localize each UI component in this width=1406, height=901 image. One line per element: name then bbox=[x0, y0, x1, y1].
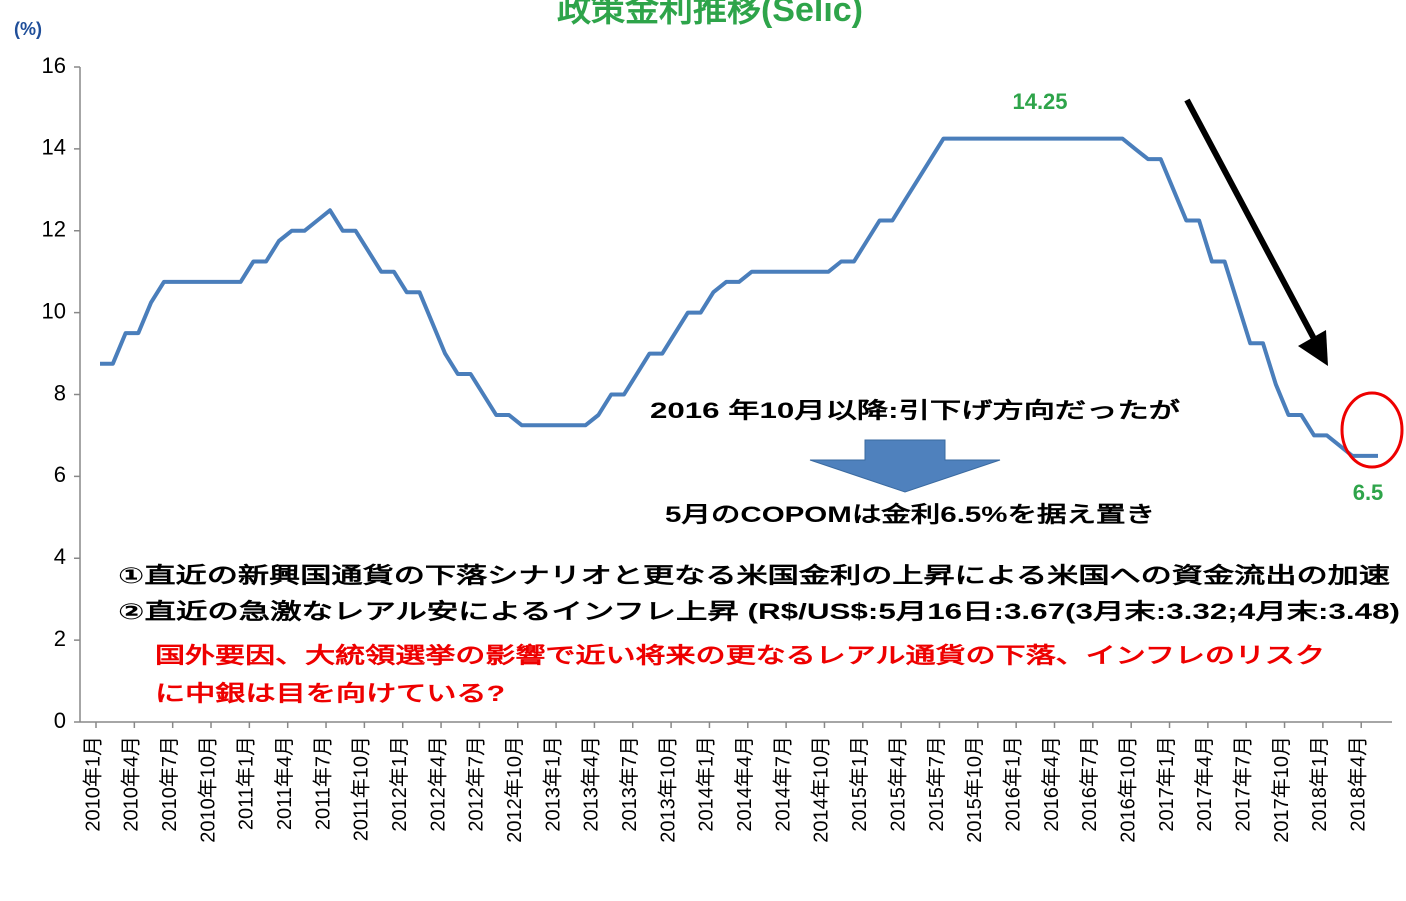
y-tick-label: 6 bbox=[54, 462, 66, 487]
trend-arrow-head bbox=[1298, 330, 1328, 366]
x-tick-label: 2013年7月 bbox=[618, 736, 641, 832]
down-arrow bbox=[809, 439, 1001, 493]
line bbox=[100, 136, 1378, 458]
annotation: 5月のCOPOMは金利6.5%を据え置き bbox=[665, 502, 1155, 527]
y-tick-label: 14 bbox=[42, 135, 66, 160]
x-tick-label: 2017年4月 bbox=[1193, 736, 1216, 832]
x-tick-label: 2017年1月 bbox=[1155, 736, 1178, 832]
y-tick-label: 4 bbox=[54, 544, 66, 569]
x-tick-label: 2011年10月 bbox=[350, 736, 373, 841]
x-tick-label: 2015年10月 bbox=[963, 736, 986, 843]
x-tick-label: 2012年1月 bbox=[388, 736, 411, 832]
x-tick-label: 2014年10月 bbox=[810, 736, 833, 843]
y-tick-label: 0 bbox=[54, 708, 66, 733]
x-tick-label: 2010年1月 bbox=[81, 736, 104, 832]
x-tick-label: 2016年10月 bbox=[1116, 736, 1139, 843]
x-tick-label: 2015年7月 bbox=[925, 736, 948, 832]
peak-label: 14.25 bbox=[1012, 89, 1067, 114]
x-tick-label: 2011年7月 bbox=[311, 736, 334, 830]
x-tick-label: 2017年10月 bbox=[1270, 736, 1293, 843]
annotation: ②直近の急激なレアル安によるインフレ上昇 (R$/US$:5月16日:3.67(… bbox=[118, 599, 1400, 624]
x-tick-label: 2010年7月 bbox=[158, 736, 181, 832]
x-tick-label: 2014年7月 bbox=[771, 736, 794, 832]
annotation: ①直近の新興国通貨の下落シナリオと更なる米国金利の上昇による米国への資金流出の加… bbox=[118, 563, 1390, 588]
x-tick-label: 2011年1月 bbox=[235, 736, 258, 830]
trend-arrow bbox=[1184, 98, 1323, 352]
chart-title: 政策金利推移(Selic) bbox=[557, 0, 863, 29]
x-tick-label: 2016年7月 bbox=[1078, 736, 1101, 832]
x-tick-label: 2014年4月 bbox=[733, 736, 756, 832]
x-tick-label: 2012年7月 bbox=[465, 736, 488, 832]
y-tick-label: 2 bbox=[54, 626, 66, 651]
annotation: 国外要因、大統領選挙の影響で近い将来の更なるレアル通貨の下落、インフレのリスク bbox=[155, 643, 1325, 668]
x-tick-label: 2015年1月 bbox=[848, 736, 871, 832]
x-tick-label: 2012年10月 bbox=[503, 736, 526, 843]
annotation: 2016 年10月以降:引下げ方向だったが bbox=[650, 398, 1180, 423]
last-label: 6.5 bbox=[1353, 480, 1384, 505]
x-tick-label: 2013年10月 bbox=[656, 736, 679, 843]
x-tick-label: 2011年4月 bbox=[273, 736, 296, 830]
x-tick-label: 2016年1月 bbox=[1001, 736, 1024, 832]
y-axis-label: (%) bbox=[14, 19, 42, 39]
annotation: に中銀は目を向けている? bbox=[155, 681, 505, 706]
y-tick-label: 12 bbox=[42, 217, 66, 242]
y-tick-label: 8 bbox=[54, 380, 66, 405]
x-tick-label: 2010年4月 bbox=[120, 736, 143, 832]
x-tick-label: 2018年1月 bbox=[1308, 736, 1331, 832]
x-tick-label: 2013年1月 bbox=[541, 736, 564, 832]
x-tick-label: 2012年4月 bbox=[426, 736, 449, 832]
highlight-circle bbox=[1340, 391, 1404, 469]
x-tick-label: 2015年4月 bbox=[886, 736, 909, 832]
x-tick-label: 2013年4月 bbox=[580, 736, 603, 832]
x-tick-label: 2014年1月 bbox=[695, 736, 718, 832]
y-tick-label: 16 bbox=[42, 53, 66, 78]
x-tick-label: 2010年10月 bbox=[196, 736, 219, 843]
x-tick-label: 2018年4月 bbox=[1347, 736, 1370, 832]
x-tick-label: 2016年4月 bbox=[1040, 736, 1063, 832]
y-tick-label: 10 bbox=[42, 298, 66, 323]
x-tick-label: 2017年7月 bbox=[1231, 736, 1254, 832]
